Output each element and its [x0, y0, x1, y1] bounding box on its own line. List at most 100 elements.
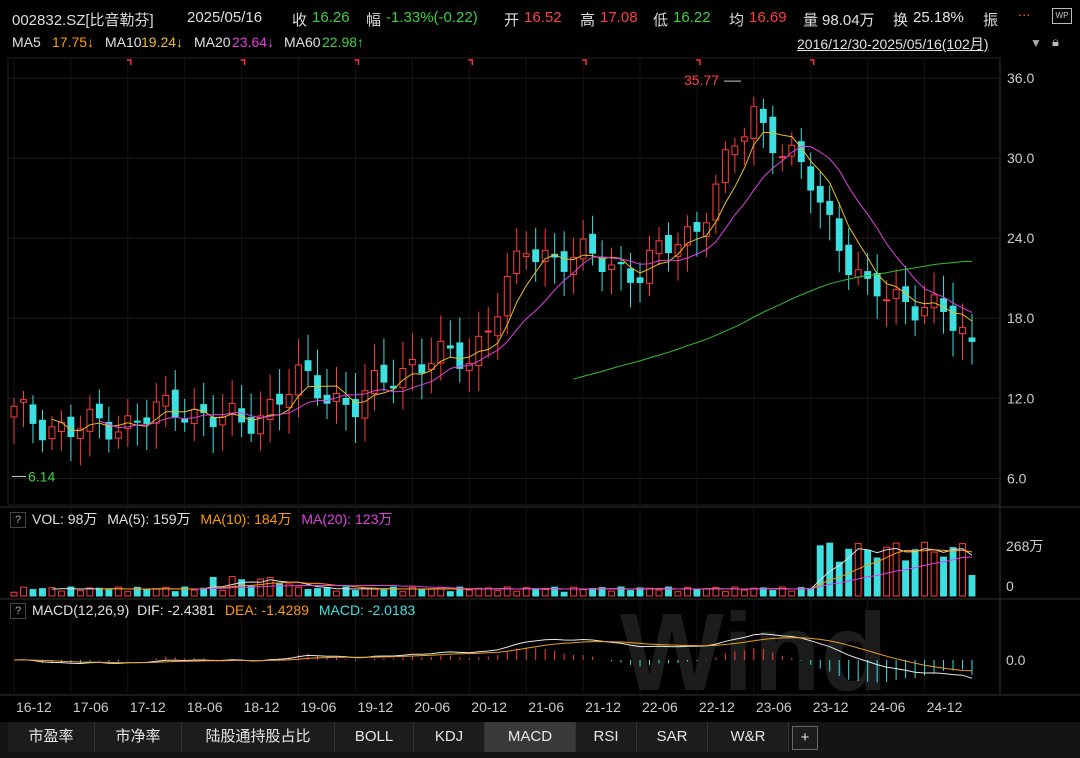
tab-sar[interactable]: SAR — [637, 722, 708, 752]
tab-kdj[interactable]: KDJ — [414, 722, 485, 752]
candle-body — [968, 337, 976, 342]
candle-body — [342, 397, 350, 405]
candle-body — [778, 156, 786, 159]
time-tick-label: 19-06 — [301, 699, 337, 715]
open-label: 开 — [504, 12, 520, 29]
volume-bar — [513, 590, 521, 597]
vol-ma20-text: MA(20): 123万 — [301, 511, 393, 527]
tab-pe[interactable]: 市盈率 — [8, 722, 95, 752]
volume-bar — [503, 586, 511, 597]
volume-bar — [408, 586, 416, 597]
ma20-label: MA20 — [194, 34, 231, 50]
volume-bar — [769, 590, 777, 597]
volume-bar — [152, 588, 160, 597]
volume-bar — [532, 588, 540, 597]
candle-body — [456, 342, 464, 369]
candle-body — [10, 405, 18, 418]
volume-bar — [674, 591, 682, 597]
candle-body — [105, 421, 113, 440]
event-marker — [354, 59, 360, 65]
volume-bar — [86, 587, 94, 597]
candle-body — [721, 149, 729, 184]
candle-body — [257, 415, 265, 435]
candle-body — [930, 294, 938, 309]
high-label: 高 — [580, 12, 596, 29]
volume-bar — [921, 541, 929, 597]
time-tick-label: 22-06 — [642, 699, 678, 715]
volume-bar — [873, 557, 881, 597]
ma5-label: MA5 — [12, 34, 41, 50]
candle-body — [541, 249, 549, 263]
volume-bar — [295, 586, 302, 597]
date-range[interactable]: 2016/12/30-2025/05/16(102月) — [797, 36, 989, 52]
dropdown-icon[interactable]: ▼ — [1030, 36, 1042, 50]
high-value: 17.08 — [600, 9, 638, 26]
candle-body — [845, 244, 853, 276]
candle-body — [655, 240, 663, 255]
event-marker — [582, 59, 587, 65]
dea-line — [13, 637, 973, 672]
macd-text: MACD: -2.0183 — [318, 602, 416, 618]
volume-bar — [797, 587, 805, 597]
candle-body — [190, 408, 198, 425]
add-tab-icon[interactable]: + — [792, 726, 818, 750]
volume-bar — [684, 586, 691, 597]
time-tick-label: 23-06 — [756, 699, 792, 715]
help-icon[interactable]: ? — [10, 512, 26, 529]
volume-bar — [314, 588, 321, 597]
event-marker — [809, 59, 815, 65]
candle-body — [494, 316, 502, 337]
candle-body — [162, 394, 170, 407]
volume-bar — [579, 589, 587, 597]
wp-icon[interactable]: WP — [1052, 8, 1072, 24]
event-marker — [468, 59, 474, 65]
candle-body — [608, 264, 616, 271]
tab-northbound[interactable]: 陆股通持股占比 — [182, 722, 335, 752]
chart-area[interactable]: Wind 36.030.024.018.012.06.016-12 17-06 17… — [0, 0, 1080, 722]
low-value: 16.22 — [673, 9, 711, 26]
candle-body — [446, 345, 454, 349]
ma60-label: MA60 — [284, 34, 321, 50]
quote-date: 2025/05/16 — [187, 9, 263, 26]
time-tick-label: 23-12 — [813, 699, 849, 715]
volume-bar — [940, 556, 947, 597]
help-icon[interactable]: ? — [10, 603, 26, 620]
volume-bar — [930, 551, 938, 597]
tab-wr[interactable]: W&R — [708, 722, 789, 752]
price-tick-label: 12.0 — [1007, 390, 1034, 406]
candle-body — [940, 298, 947, 312]
time-tick-label: 16-12 — [16, 699, 52, 715]
candle-body — [513, 250, 521, 274]
candle-body — [949, 305, 957, 331]
tab-pb[interactable]: 市净率 — [95, 722, 182, 752]
candle-body — [465, 363, 473, 372]
candle-body — [209, 416, 217, 428]
candle-body — [807, 166, 815, 191]
candle-body — [114, 431, 122, 439]
candle-body — [589, 233, 597, 254]
volume-bar — [181, 586, 189, 597]
ma10-label: MA10 — [105, 34, 142, 50]
volume-bar — [475, 587, 483, 597]
candle-body — [883, 299, 891, 302]
lock-icon[interactable]: 🔒︎ — [1052, 34, 1059, 49]
avg-value: 16.69 — [749, 9, 787, 26]
dif-line — [13, 633, 973, 679]
volume-bar — [750, 587, 758, 597]
time-tick-label: 24-12 — [927, 699, 963, 715]
vol-axis-zero: 0 — [1006, 578, 1014, 594]
tab-macd[interactable]: MACD — [485, 722, 576, 752]
candle-body — [627, 268, 634, 283]
candle-body — [86, 408, 94, 432]
volume-bar — [446, 591, 454, 597]
candle-body — [437, 340, 445, 364]
time-tick-label: 24-06 — [870, 699, 906, 715]
volume-panel-header: ? VOL: 98万 MA(5): 159万 MA(10): 184万 MA(20… — [10, 509, 392, 529]
tab-rsi[interactable]: RSI — [576, 722, 637, 752]
candle-body — [959, 326, 966, 335]
tab-boll[interactable]: BOLL — [335, 722, 414, 752]
candle-body — [522, 253, 530, 257]
volume-bar — [484, 587, 492, 597]
more-icon[interactable]: ... — [1018, 3, 1031, 20]
candle-body — [769, 116, 777, 154]
